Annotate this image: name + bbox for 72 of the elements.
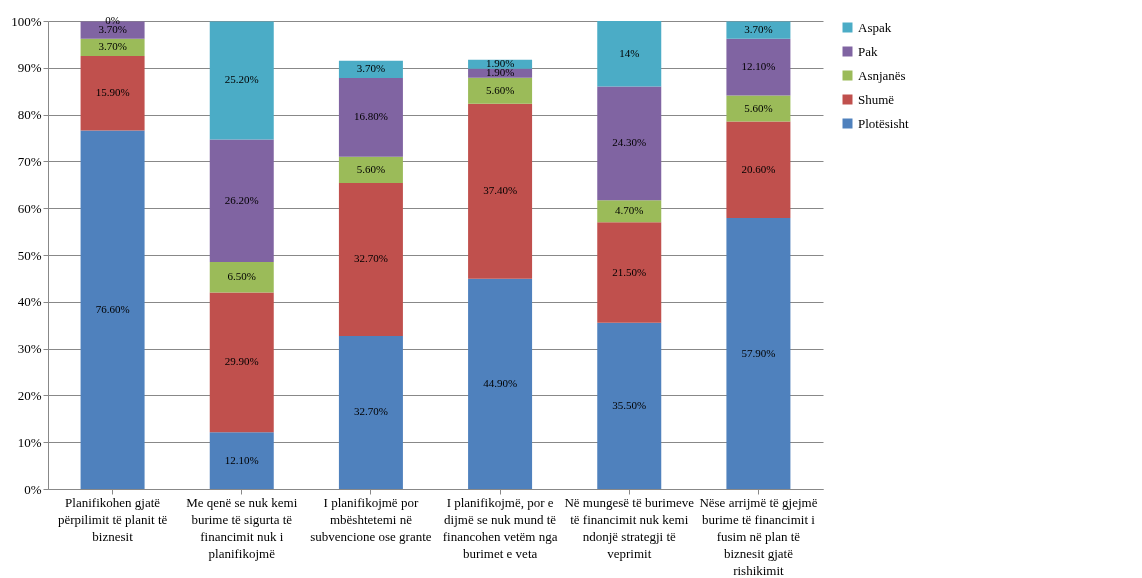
bar: [597, 21, 662, 87]
bar: [209, 432, 274, 489]
bar: [338, 156, 403, 183]
bar: [597, 200, 662, 223]
data-label: 12.10%: [741, 60, 776, 73]
y-tick-label: 100%: [11, 13, 42, 29]
data-label: 29.90%: [224, 355, 259, 368]
bar: [338, 78, 403, 157]
bar: [80, 130, 145, 489]
data-label: 32.70%: [353, 405, 388, 418]
bar: [726, 21, 791, 39]
bar: [597, 86, 662, 201]
data-label: 16.80%: [353, 110, 388, 123]
data-label: 32.70%: [353, 252, 388, 265]
data-label: 37.40%: [483, 184, 518, 197]
bar: [209, 262, 274, 293]
data-label: 14%: [619, 46, 640, 59]
bar: [209, 292, 274, 433]
data-label: 5.60%: [485, 83, 515, 96]
y-tick-label: 80%: [17, 107, 42, 123]
bar: [726, 38, 791, 96]
y-tick-label: 70%: [17, 153, 42, 169]
y-tick-label: 10%: [17, 434, 42, 450]
y-tick-label: 90%: [17, 60, 42, 76]
data-label: 6.50%: [227, 270, 256, 283]
bar: [338, 335, 403, 489]
bar: [468, 278, 533, 489]
data-label: 35.50%: [612, 398, 647, 411]
bar: [338, 182, 403, 336]
data-label: 3.70%: [98, 40, 127, 53]
legend-label: Aspak: [858, 19, 892, 35]
data-label: 24.30%: [612, 136, 647, 149]
x-tick-label: Me qenë se nuk kemi burime të sigurta të financimit nuk i planifikojmë: [186, 494, 298, 561]
y-tick-label: 60%: [17, 200, 42, 216]
y-tick-label: 0%: [24, 481, 42, 497]
y-tick-label: 50%: [17, 247, 42, 263]
data-label: 3.70%: [744, 23, 773, 36]
bar: [80, 56, 145, 131]
data-label: 5.60%: [744, 101, 773, 114]
y-tick-label: 30%: [17, 341, 42, 357]
legend-label: Plotësisht: [858, 115, 909, 131]
x-tick-label: I planifikojmë, por e dijmë se nuk mund të financohen vetëm nga burimet e veta: [442, 494, 558, 561]
legend-label: Shumë: [858, 91, 895, 107]
data-label: 4.70%: [615, 204, 644, 217]
bar: [468, 103, 533, 279]
bar: [726, 218, 791, 489]
data-label: 25.20%: [224, 73, 259, 86]
data-label: 44.90%: [483, 376, 518, 389]
data-label: 57.90%: [741, 346, 776, 359]
legend-label: Pak: [858, 43, 878, 59]
data-label: 3.70%: [356, 62, 386, 75]
bar: [726, 121, 791, 219]
data-label: 12.10%: [224, 453, 259, 466]
x-tick-label: Nëse arrijmë të gjejmë burime të financimit i fusim në plan të biznesit gjatë rishikimit: [699, 494, 818, 578]
data-label: 21.50%: [612, 265, 647, 278]
data-label: 15.90%: [95, 86, 130, 99]
legend-label: Asnjanës: [858, 67, 906, 83]
bar: [597, 322, 662, 489]
bar: [726, 95, 791, 122]
x-tick-label: Në mungesë të burimeve të financimit nuk kemi ndonjë strategji të veprimit: [564, 494, 695, 561]
bar: [209, 21, 274, 140]
x-tick-label: I planifikojmë por mbështetemi në subvencione ose grante: [310, 494, 432, 544]
data-label: 20.60%: [741, 162, 776, 175]
y-tick-label: 40%: [17, 294, 42, 310]
data-label: 26.20%: [224, 193, 259, 206]
data-label: 76.60%: [95, 302, 130, 315]
bar: [209, 139, 274, 263]
data-label: 5.60%: [356, 162, 386, 175]
bar: [468, 77, 533, 104]
bar: [597, 222, 662, 323]
y-tick-label: 20%: [17, 387, 42, 403]
x-tick-label: Planifikohen gjatë përpilimit të planit të biznesit: [57, 494, 168, 544]
